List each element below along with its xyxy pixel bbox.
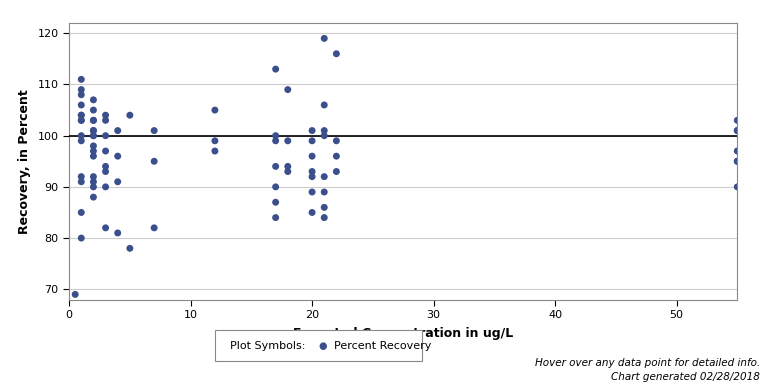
Point xyxy=(306,209,318,215)
Text: Chart generated 02/28/2018: Chart generated 02/28/2018 xyxy=(611,372,760,382)
Point xyxy=(75,138,88,144)
Point xyxy=(99,225,111,231)
Point xyxy=(209,138,221,144)
Point xyxy=(99,148,111,154)
Point xyxy=(270,215,282,221)
Point xyxy=(270,199,282,205)
Point xyxy=(318,35,330,41)
Point xyxy=(318,204,330,210)
Point xyxy=(88,117,100,123)
Point xyxy=(756,112,768,118)
Point xyxy=(75,112,88,118)
Point xyxy=(306,169,318,175)
Point xyxy=(88,174,100,180)
Point xyxy=(99,132,111,139)
Point xyxy=(99,112,111,118)
Point xyxy=(88,179,100,185)
Point xyxy=(111,230,124,236)
Text: Plot Symbols:: Plot Symbols: xyxy=(230,341,306,351)
X-axis label: Expected Concentration in ug/L: Expected Concentration in ug/L xyxy=(293,327,513,340)
Point xyxy=(330,51,343,57)
Point xyxy=(318,102,330,108)
Point xyxy=(111,179,124,185)
Point xyxy=(148,127,161,134)
Point xyxy=(124,245,136,252)
Point xyxy=(88,127,100,134)
Point xyxy=(731,158,743,164)
Point xyxy=(88,153,100,159)
Point xyxy=(111,127,124,134)
Point xyxy=(75,112,88,118)
Point xyxy=(209,107,221,113)
Point xyxy=(731,117,743,123)
Point xyxy=(99,117,111,123)
Point xyxy=(88,184,100,190)
Point xyxy=(731,158,743,164)
Point xyxy=(282,86,294,93)
Point xyxy=(88,132,100,139)
Point xyxy=(731,127,743,134)
Point xyxy=(75,235,88,241)
Point xyxy=(75,179,88,185)
Point xyxy=(88,194,100,200)
Point xyxy=(330,153,343,159)
Point xyxy=(270,66,282,72)
Point xyxy=(99,163,111,169)
Point xyxy=(270,132,282,139)
Text: Hover over any data point for detailed info.: Hover over any data point for detailed i… xyxy=(535,358,760,368)
Point xyxy=(88,117,100,123)
Point xyxy=(88,127,100,134)
Point xyxy=(88,148,100,154)
Point xyxy=(111,153,124,159)
Point xyxy=(148,158,161,164)
Point xyxy=(75,76,88,83)
Point xyxy=(306,127,318,134)
Point xyxy=(75,209,88,215)
Point xyxy=(148,225,161,231)
Point xyxy=(282,169,294,175)
Text: ●: ● xyxy=(318,341,327,351)
Point xyxy=(88,132,100,139)
Point xyxy=(318,215,330,221)
Point xyxy=(306,189,318,195)
Point xyxy=(75,174,88,180)
Point xyxy=(318,174,330,180)
Point xyxy=(731,184,743,190)
Point xyxy=(270,184,282,190)
Point xyxy=(88,107,100,113)
Point xyxy=(731,127,743,134)
Point xyxy=(75,117,88,123)
Y-axis label: Recovery, in Percent: Recovery, in Percent xyxy=(18,89,31,233)
Point xyxy=(69,291,81,298)
Point xyxy=(318,189,330,195)
Point xyxy=(99,169,111,175)
Point xyxy=(318,127,330,134)
Point xyxy=(75,86,88,93)
Point xyxy=(318,132,330,139)
Point xyxy=(282,163,294,169)
Text: Percent Recovery: Percent Recovery xyxy=(334,341,432,351)
Point xyxy=(209,148,221,154)
Point xyxy=(75,132,88,139)
Point xyxy=(75,117,88,123)
Point xyxy=(306,174,318,180)
Point xyxy=(282,138,294,144)
Point xyxy=(270,138,282,144)
Point xyxy=(75,102,88,108)
Point xyxy=(75,92,88,98)
Point xyxy=(99,184,111,190)
Point xyxy=(124,112,136,118)
Point xyxy=(88,97,100,103)
Point xyxy=(330,169,343,175)
Point xyxy=(731,148,743,154)
Point xyxy=(270,163,282,169)
Point xyxy=(330,138,343,144)
Point xyxy=(88,143,100,149)
Point xyxy=(306,153,318,159)
Point xyxy=(306,138,318,144)
